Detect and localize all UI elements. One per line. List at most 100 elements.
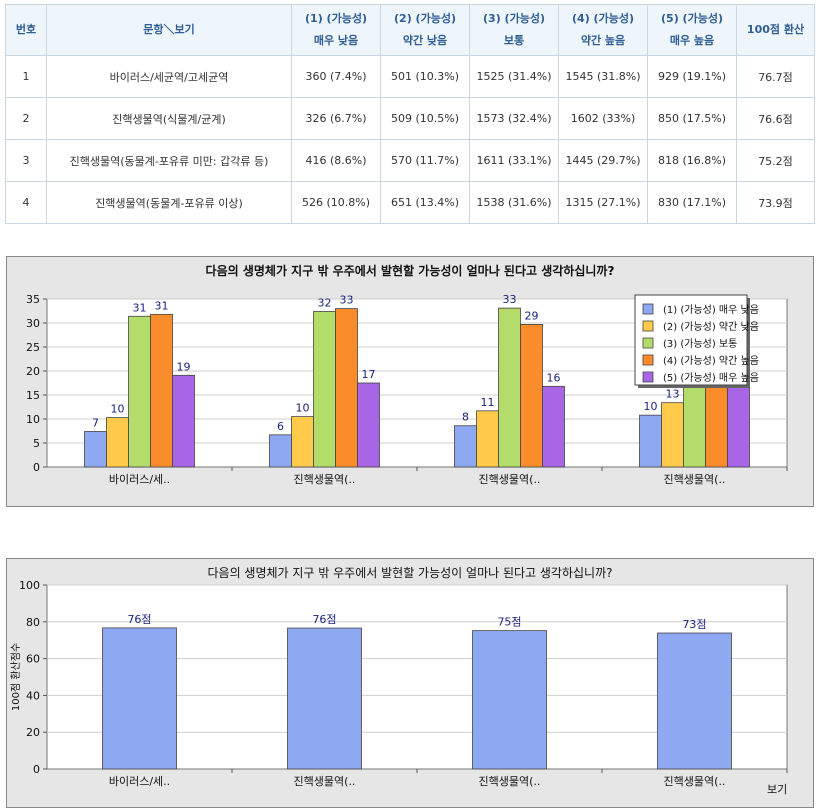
bar: [657, 632, 732, 770]
header-line: 매우 낮음: [313, 34, 359, 47]
data-label: 31: [155, 299, 169, 312]
table-cell: 76.6점: [736, 97, 815, 140]
data-label: 10: [296, 402, 310, 415]
bar: [269, 434, 292, 468]
table-row: 3 진핵생물역(동물계-포유류 미만: 갑각류 등) 416 (8.6%) 570 (…: [5, 139, 815, 182]
table-cell: 1445 (29.7%): [558, 139, 648, 182]
bar: [172, 374, 195, 468]
bar: [102, 627, 177, 770]
y-tick-label: 100: [19, 579, 40, 592]
bar: [150, 313, 173, 468]
y-tick-label: 60: [26, 653, 40, 666]
y-tick-label: 0: [33, 763, 40, 776]
distribution-chart-panel: 다음의 생명체가 지구 밖 우주에서 발현할 가능성이 얼마나 된다고 생각하십…: [6, 256, 814, 507]
data-label: 10: [111, 403, 125, 416]
table-cell: 360 (7.4%): [291, 55, 381, 98]
y-tick-label: 40: [26, 689, 40, 702]
data-label: 76점: [127, 613, 151, 626]
table-header-cell: (3) (가능성) 보통: [469, 4, 559, 56]
bar: [639, 414, 662, 468]
survey-table: 번호 문항＼보기 (1) (가능성) 매우 낮음 (2) (가능성) 약간 낮음 (3) (…: [5, 4, 815, 224]
table-cell: 1573 (32.4%): [469, 97, 559, 140]
x-tick-label: 바이러스/세..: [109, 473, 170, 486]
distribution-chart: 0 5 10 15 20 25 30 35 바이러스/세.. 7 10 31 31 19 진핵생물역(.. 6…: [26, 293, 788, 486]
y-tick-label: 5: [33, 437, 40, 450]
data-label: 31: [133, 301, 147, 314]
y-tick-label: 20: [26, 365, 40, 378]
bar: [472, 630, 547, 770]
data-label: 6: [277, 420, 284, 433]
bar: [106, 417, 129, 468]
table-cell: 850 (17.5%): [647, 97, 737, 140]
legend-swatch: [642, 337, 654, 349]
bar: [287, 627, 362, 770]
table-row: 2 진핵생물역(식물계/균계) 326 (6.7%) 509 (10.5%) 1573 …: [5, 97, 815, 140]
bar: [661, 402, 684, 468]
bar: [542, 385, 565, 468]
y-tick-label: 10: [26, 413, 40, 426]
bar: [476, 410, 499, 468]
table-row: 4 진핵생물역(동물계-포유류 이상) 526 (10.8%) 651 (13.4%)…: [5, 181, 815, 224]
y-tick-label: 20: [26, 726, 40, 739]
table-cell: 818 (16.8%): [647, 139, 737, 182]
y-axis-label: 100점 환산점수: [10, 643, 22, 711]
data-label: 19: [177, 360, 191, 373]
legend-label: (5) (가능성) 매우 높음: [663, 372, 759, 384]
table-cell: 1545 (31.8%): [558, 55, 648, 98]
table-cell: 1611 (33.1%): [469, 139, 559, 182]
header-line: 보통: [503, 34, 525, 47]
data-label: 10: [644, 400, 658, 413]
table-cell: 326 (6.7%): [291, 97, 381, 140]
x-tick-label: 진핵생물역(..: [664, 473, 726, 486]
y-tick-label: 25: [26, 341, 40, 354]
legend-swatch: [642, 303, 654, 315]
table-cell: 509 (10.5%): [380, 97, 470, 140]
table-header-cell: 번호: [5, 4, 47, 56]
bar: [498, 307, 521, 468]
table-cell: 1525 (31.4%): [469, 55, 559, 98]
legend-label: (4) (가능성) 약간 높음: [663, 355, 759, 367]
chart1-title: 다음의 생명체가 지구 밖 우주에서 발현할 가능성이 얼마나 된다고 생각하십…: [205, 264, 615, 278]
table-header-row: 번호 문항＼보기 (1) (가능성) 매우 낮음 (2) (가능성) 약간 낮음 (3) (…: [5, 4, 815, 56]
table-cell: 1315 (27.1%): [558, 181, 648, 224]
header-line: (3) (가능성): [483, 12, 545, 25]
data-label: 17: [362, 368, 376, 381]
table-header-cell: 문항＼보기: [46, 4, 292, 56]
data-label: 8: [462, 411, 469, 424]
table-header-cell: (5) (가능성) 매우 높음: [647, 4, 737, 56]
legend-box: [634, 294, 748, 386]
table-cell: 진핵생물역(동물계-포유류 이상): [46, 181, 292, 224]
table-body: 1 바이러스/세균역/고세균역 360 (7.4%) 501 (10.3%) 1525 …: [5, 55, 815, 224]
legend-swatch: [642, 320, 654, 332]
data-label: 75점: [497, 616, 521, 629]
header-line: 매우 높음: [669, 34, 715, 47]
chart2-title: 다음의 생명체가 지구 밖 우주에서 발현할 가능성이 얼마나 된다고 생각하십…: [207, 566, 613, 580]
table-cell: 2: [5, 97, 47, 140]
table-cell: 4: [5, 181, 47, 224]
table-cell: 3: [5, 139, 47, 182]
table-cell: 929 (19.1%): [647, 55, 737, 98]
table-header-cell: (1) (가능성) 매우 낮음: [291, 4, 381, 56]
data-label: 13: [666, 388, 680, 401]
table-cell: 570 (11.7%): [380, 139, 470, 182]
bar: [335, 308, 358, 468]
header-line: (5) (가능성): [661, 12, 723, 25]
table-cell: 진핵생물역(식물계/균계): [46, 97, 292, 140]
x-tick-label: 진핵생물역(..: [479, 775, 541, 788]
header-line: 100점 환산: [746, 23, 805, 36]
legend-label: (1) (가능성) 매우 낮음: [663, 304, 759, 316]
data-label: 32: [318, 296, 332, 309]
data-label: 33: [503, 293, 517, 306]
table-cell: 830 (17.1%): [647, 181, 737, 224]
x-tick-label: 진핵생물역(..: [294, 473, 356, 486]
legend-label: (3) (가능성) 보통: [663, 338, 737, 350]
data-label: 33: [340, 294, 354, 307]
data-label: 76점: [312, 613, 336, 626]
y-tick-label: 30: [26, 317, 40, 330]
header-line: (4) (가능성): [572, 12, 634, 25]
bar: [520, 324, 543, 468]
x-axis-label: 보기: [767, 783, 787, 796]
table-cell: 76.7점: [736, 55, 815, 98]
bar: [357, 382, 380, 468]
table-cell: 1602 (33%): [558, 97, 648, 140]
